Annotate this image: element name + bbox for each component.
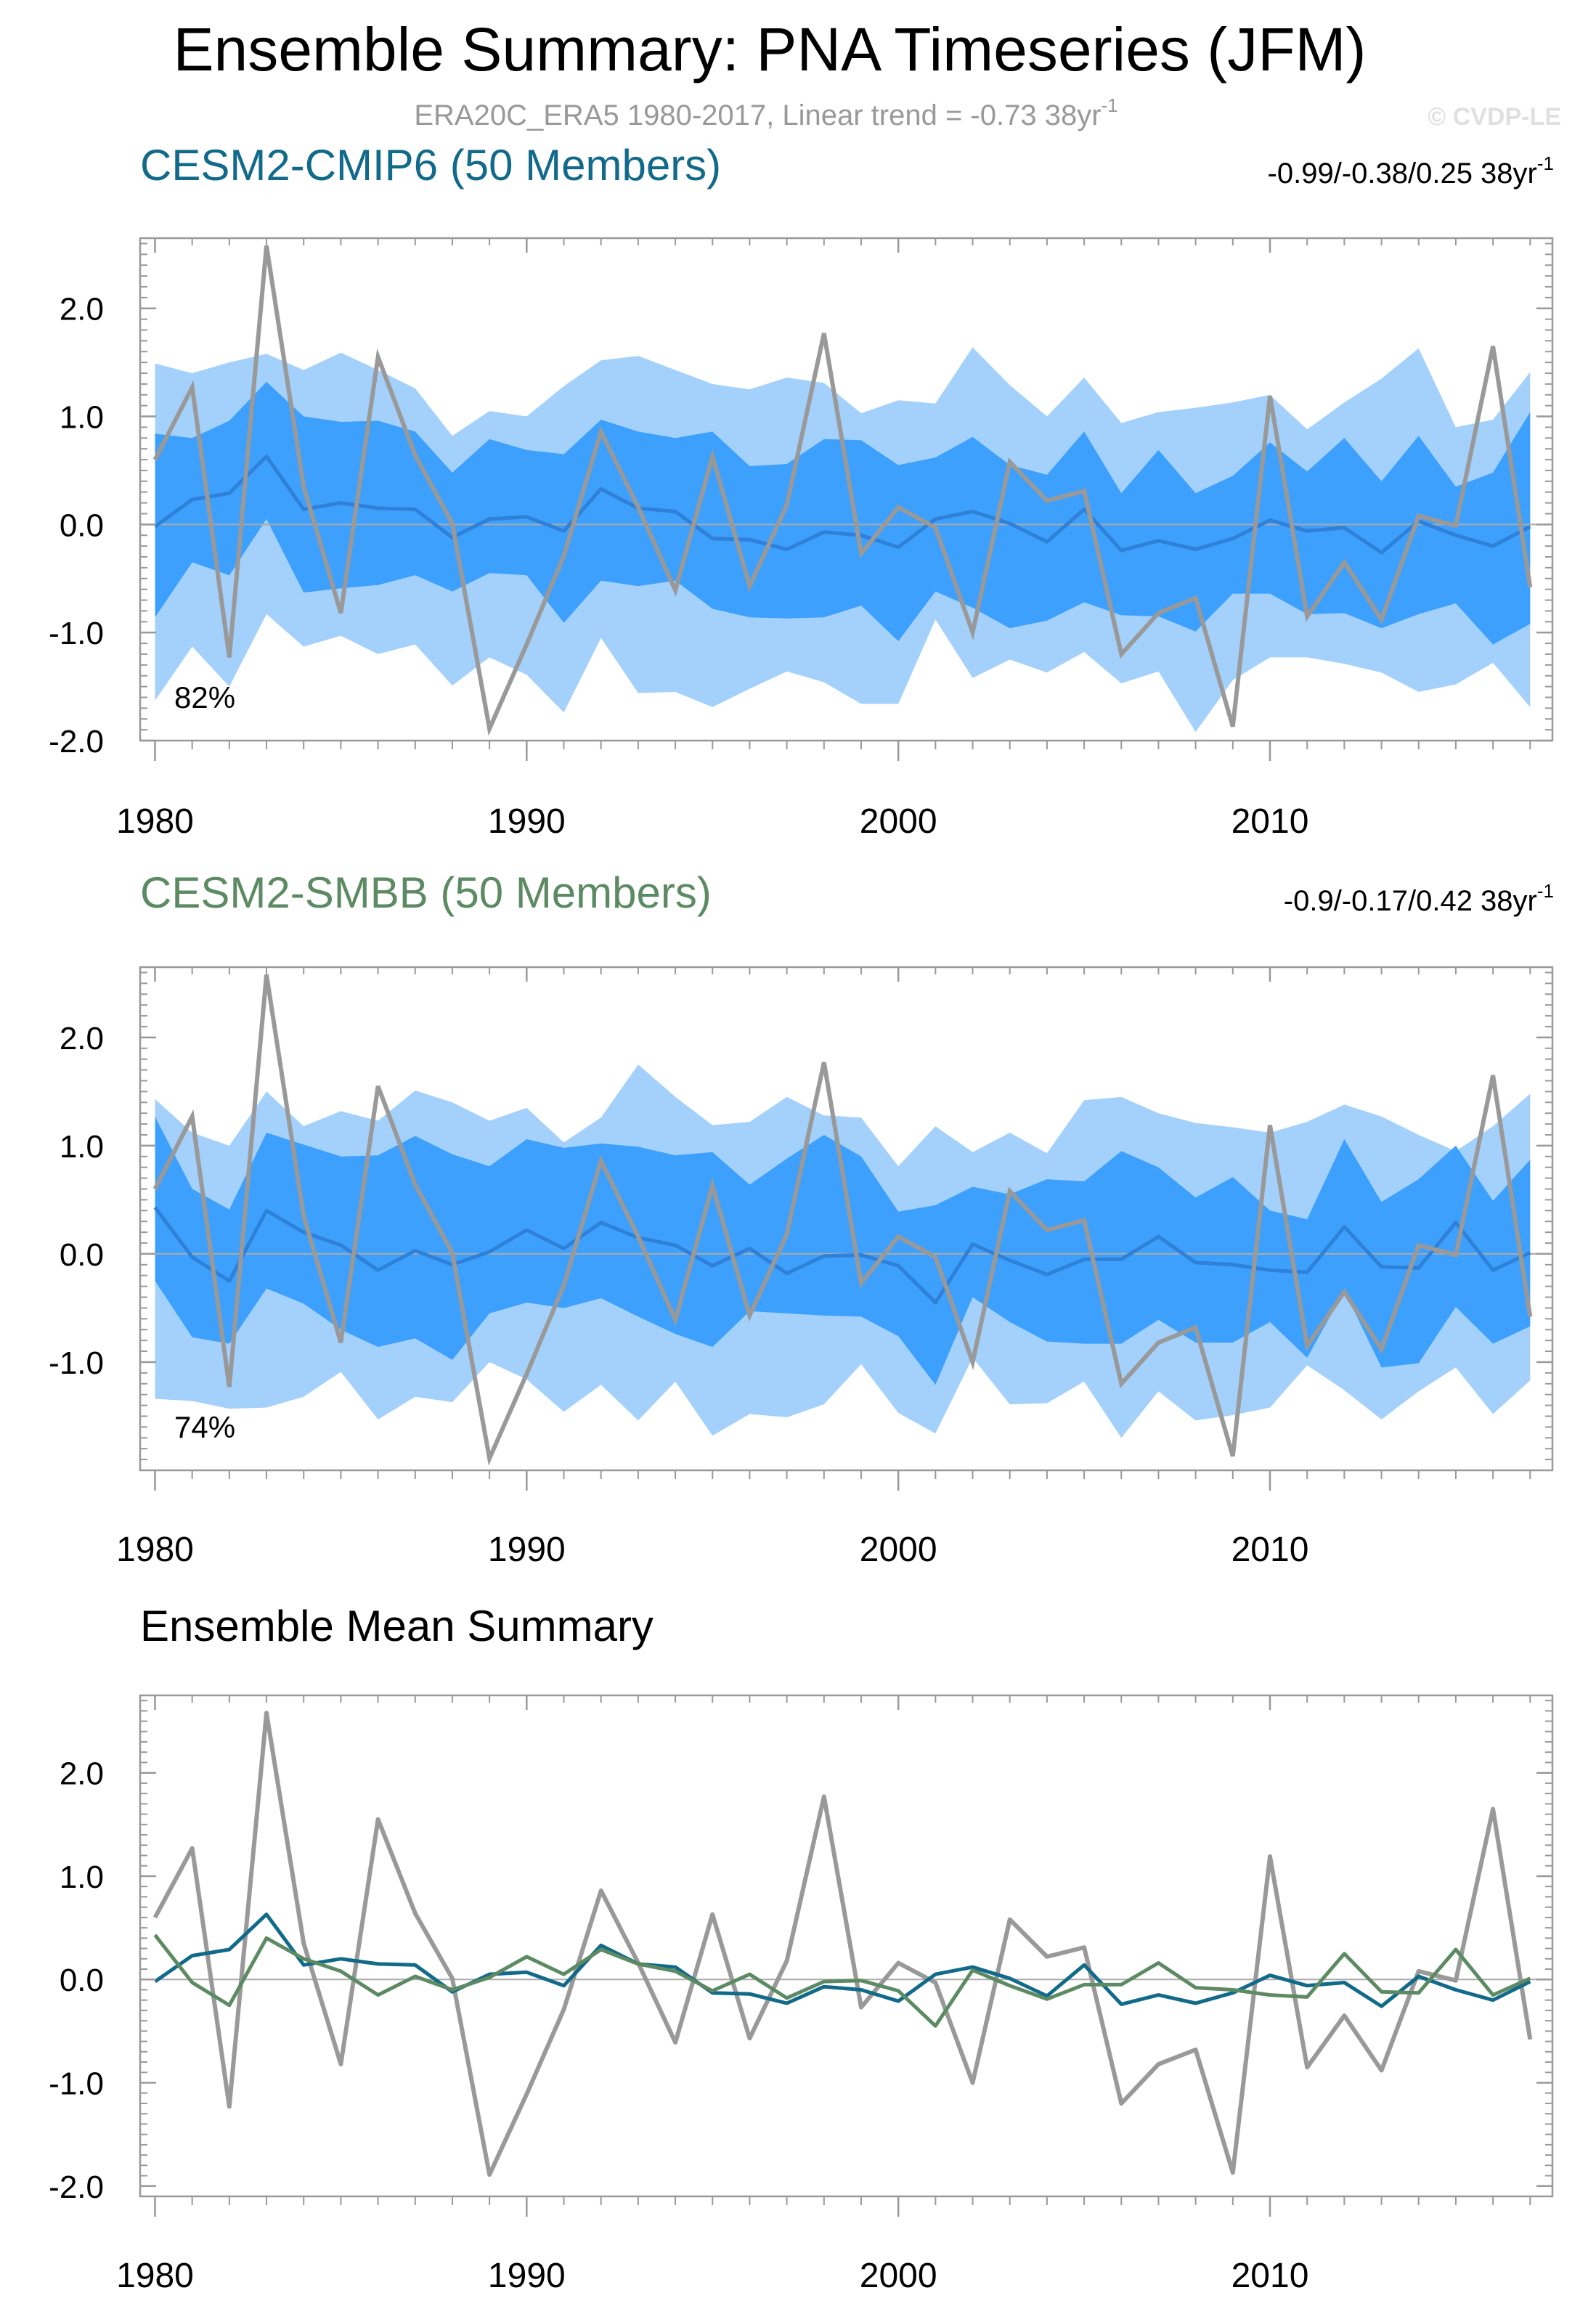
y-tick-label: 1.0 (60, 1859, 104, 1895)
y-tick-label: -1.0 (49, 1345, 104, 1381)
figure-subtitle-text: ERA20C_ERA5 1980-2017, Linear trend = -0… (414, 99, 1101, 131)
y-tick-label: -1.0 (49, 616, 104, 651)
panel-cesm2-cmip6: CESM2-CMIP6 (50 Members) -0.99/-0.38/0.25… (49, 141, 1554, 841)
x-tick-label: 2010 (1231, 802, 1309, 841)
plot-frame (139, 966, 1554, 1472)
x-tick-label: 1980 (116, 802, 194, 841)
y-tick-label: 0.0 (60, 1963, 104, 1998)
ensemble-median-line (154, 455, 1531, 555)
y-tick-label: -2.0 (49, 2170, 104, 2205)
y-tick-label: 0.0 (60, 1237, 104, 1273)
watermark: © CVDP-LE (1428, 103, 1561, 131)
y-tick-label: 0.0 (60, 508, 104, 543)
panel-title: Ensemble Mean Summary (140, 1602, 654, 1650)
line-cesm2-cmip6 (154, 1912, 1531, 2008)
panel-cesm2-smbb: CESM2-SMBB (50 Members) -0.9/-0.17/0.42 3… (49, 868, 1554, 1569)
trend-label-text: -0.9/-0.17/0.42 38yr (1284, 885, 1537, 917)
percentile-label: 74% (174, 1410, 235, 1444)
observed-line (152, 245, 1533, 736)
trend-label: -0.99/-0.38/0.25 38yr-1 (1268, 152, 1554, 190)
figure-subtitle-exponent: -1 (1102, 94, 1118, 116)
y-tick-label: -1.0 (49, 2066, 104, 2102)
trend-label-exponent: -1 (1537, 152, 1554, 174)
y-tick-label: 1.0 (60, 400, 104, 436)
trend-label-exponent: -1 (1537, 880, 1554, 902)
percentile-label: 82% (174, 680, 235, 714)
y-tick-label: 1.0 (60, 1129, 104, 1165)
figure-subtitle: ERA20C_ERA5 1980-2017, Linear trend = -0… (414, 94, 1117, 131)
x-tick-label: 2000 (860, 1531, 937, 1569)
x-tick-label: 2010 (1231, 2257, 1309, 2295)
ensemble-median-line (153, 1206, 1531, 1305)
y-tick-label: 2.0 (60, 1756, 104, 1792)
x-tick-label: 1980 (116, 2257, 194, 2295)
y-tick-label: 2.0 (60, 1021, 104, 1056)
inner-band-p16-p84 (155, 1116, 1531, 1385)
trend-label: -0.9/-0.17/0.42 38yr-1 (1284, 880, 1554, 917)
panel-title: CESM2-CMIP6 (50 Members) (140, 141, 721, 190)
x-tick-label: 1990 (488, 1531, 566, 1569)
inner-band-p16-p84 (155, 381, 1531, 645)
x-tick-label: 1980 (116, 1531, 194, 1569)
observed-line (152, 974, 1533, 1466)
x-tick-label: 2010 (1231, 1531, 1309, 1569)
figure-title: Ensemble Summary: PNA Timeseries (JFM) (173, 15, 1366, 83)
y-tick-label: -2.0 (49, 724, 104, 759)
x-tick-label: 2000 (860, 802, 937, 841)
plot-frame (139, 1694, 1554, 2198)
x-tick-label: 1990 (488, 2257, 566, 2295)
plot-frame (139, 237, 1554, 742)
y-tick-label: 2.0 (60, 292, 104, 327)
x-tick-label: 2000 (860, 2257, 937, 2295)
panel-title: CESM2-SMBB (50 Members) (140, 868, 712, 917)
x-tick-label: 1990 (488, 802, 566, 841)
panel-ensemble-mean-summary: Ensemble Mean Summary 2.0 1.0 0.0 -1.0 -2.0 19… (49, 1602, 1554, 2295)
line-cesm2-smbb (153, 1934, 1531, 2028)
line-era20c_era5 (152, 1711, 1533, 2177)
trend-label-text: -0.99/-0.38/0.25 38yr (1268, 158, 1537, 190)
